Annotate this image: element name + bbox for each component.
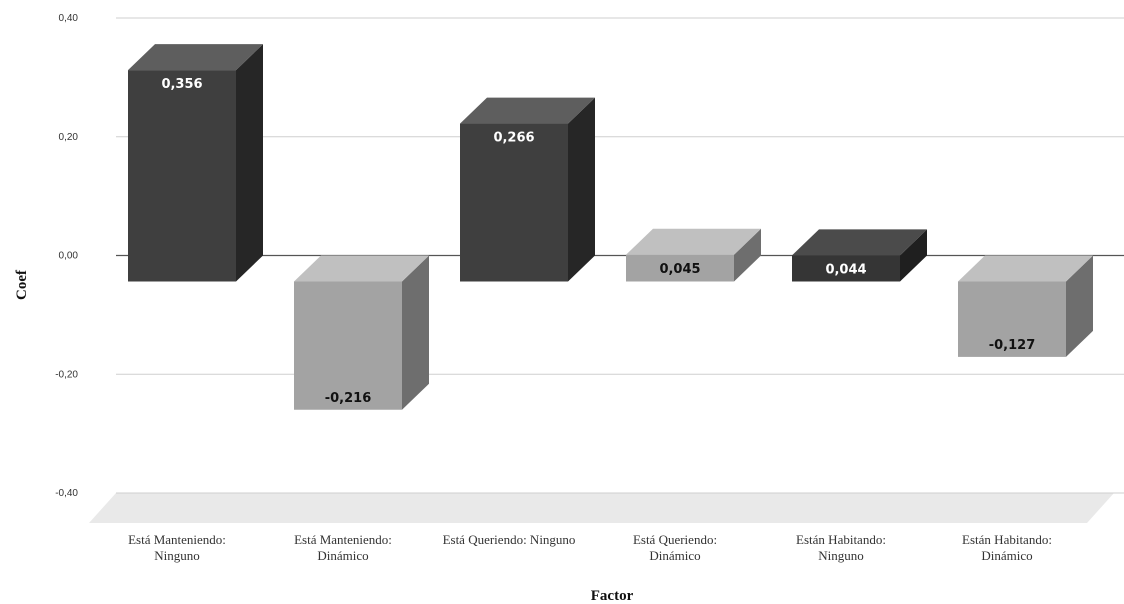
x-category-label: Está Manteniendo: [128, 532, 226, 547]
gridlines [116, 17, 1124, 494]
bar [128, 44, 263, 282]
x-category-label: Está Queriendo: Ninguno [443, 532, 576, 547]
y-tick-label: 0,20 [59, 132, 79, 143]
bar-top-face [792, 229, 927, 256]
bar-side-face [1066, 255, 1093, 357]
bar-side-face [900, 229, 927, 282]
bar-top-face [294, 255, 429, 282]
bar-side-face [236, 44, 263, 282]
y-tick-label: 0,00 [59, 251, 79, 262]
bar-front-face [128, 70, 236, 282]
x-category-label: Ninguno [154, 548, 200, 563]
x-category-label: Están Habitando: [962, 532, 1052, 547]
x-category-label: Ninguno [818, 548, 864, 563]
bar-top-face [626, 228, 761, 255]
data-label: 0,266 [493, 131, 534, 146]
bar-top-face [460, 97, 595, 124]
data-labels: 0,356 -0,216 0,266 0,045 0,044 -0,127 [161, 77, 1035, 406]
x-category-label: Están Habitando: [796, 532, 886, 547]
bar-top-face [958, 255, 1093, 282]
bar-side-face [402, 255, 429, 410]
x-category-label: Está Queriendo: [633, 532, 717, 547]
x-category-label: Dinámico [649, 548, 700, 563]
bar [792, 229, 927, 282]
x-category-label: Dinámico [981, 548, 1032, 563]
data-label: 0,356 [161, 77, 202, 92]
bar-front-face [294, 281, 402, 410]
floor-plane [89, 493, 1114, 523]
y-tick-label: 0,40 [59, 13, 79, 24]
bar [958, 255, 1093, 357]
bar [294, 255, 429, 410]
bar-front-face [958, 281, 1066, 357]
bar-front-face [460, 123, 568, 282]
data-label: 0,045 [659, 262, 700, 277]
bar-side-face [734, 228, 761, 282]
bar-top-face [128, 44, 263, 71]
y-tick-label: -0,20 [55, 369, 78, 380]
data-label: 0,044 [825, 262, 866, 277]
data-label: -0,216 [325, 391, 372, 406]
y-axis-title: Coef [14, 269, 30, 300]
bar-front-face [626, 254, 734, 282]
y-axis-ticks: 0,40 0,20 0,00 -0,20 -0,40 [55, 13, 78, 499]
bar [626, 228, 761, 282]
x-category-label: Está Manteniendo: [294, 532, 392, 547]
bar [460, 97, 595, 282]
bars [128, 44, 1093, 410]
data-label: -0,127 [989, 338, 1036, 353]
x-category-label: Dinámico [317, 548, 368, 563]
x-axis-title: Factor [591, 588, 634, 604]
chart-floor [89, 493, 1114, 523]
bar-side-face [568, 97, 595, 282]
bar-front-face [792, 255, 900, 282]
y-tick-label: -0,40 [55, 488, 78, 499]
